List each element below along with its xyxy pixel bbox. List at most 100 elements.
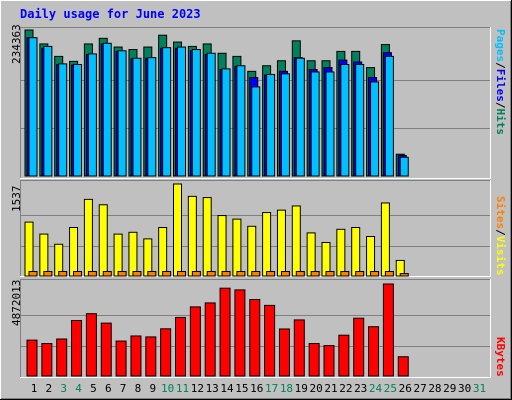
chart-title: Daily usage for June 2023 <box>20 7 201 21</box>
sites-bar-day-8 <box>132 271 142 277</box>
pages-bar-day-9 <box>147 57 157 177</box>
kbytes-bar-day-21 <box>323 345 335 377</box>
sites-bar-day-2 <box>43 271 53 277</box>
sites-bar-day-9 <box>147 271 157 277</box>
kbytes-bar-day-22 <box>338 334 350 377</box>
day-label-25: 25 <box>383 382 398 395</box>
sites-bar-day-21 <box>325 271 335 277</box>
sites-bar-day-24 <box>370 271 380 277</box>
pages-bar-day-10 <box>162 47 172 177</box>
pages-bar-day-15 <box>236 65 246 177</box>
pages-bar-day-4 <box>73 63 83 177</box>
sites-bar-day-20 <box>310 271 320 277</box>
pages-bar-day-16 <box>251 86 261 177</box>
day-label-26: 26 <box>398 382 412 395</box>
sites-bar-day-26 <box>399 273 409 277</box>
day-label-5: 5 <box>90 382 97 395</box>
pages-bar-day-8 <box>132 57 142 177</box>
day-label-3: 3 <box>60 382 67 395</box>
visits-bar-day-14 <box>217 215 227 277</box>
pages-bar-day-23 <box>355 63 365 177</box>
kbytes-bar-day-14 <box>219 287 231 377</box>
kbytes-bar-day-17 <box>264 304 276 377</box>
visits-bar-day-4 <box>69 227 79 277</box>
visits-bar-day-6 <box>98 204 108 277</box>
visits-bar-day-15 <box>232 218 242 277</box>
sites-bar-day-11 <box>177 271 186 277</box>
day-label-7: 7 <box>119 382 127 395</box>
sites-bar-day-3 <box>58 271 68 277</box>
day-label-15: 15 <box>235 382 249 395</box>
pages-bar-day-17 <box>266 73 276 177</box>
day-label-8: 8 <box>134 382 142 395</box>
visits-bar-day-23 <box>351 227 361 277</box>
day-label-18: 18 <box>279 382 294 395</box>
pages-bar-day-26 <box>399 156 409 177</box>
visits-bar-day-7 <box>113 233 123 277</box>
kbytes-bar-day-11 <box>175 316 186 377</box>
day-label-29: 29 <box>443 382 457 395</box>
sites-bar-day-19 <box>295 271 305 277</box>
sites-bar-day-23 <box>355 271 365 277</box>
sites-bar-day-22 <box>340 271 350 277</box>
visits-bar-day-8 <box>128 231 138 277</box>
pages-bar-day-25 <box>384 55 394 177</box>
kbytes-bar-day-9 <box>145 336 157 377</box>
kbytes-panel-max-label: 4872013 <box>10 279 23 326</box>
kbytes-bar-day-2 <box>41 343 53 377</box>
kbytes-bar-day-15 <box>234 289 246 377</box>
day-label-2: 2 <box>45 382 53 395</box>
day-label-9: 9 <box>149 382 157 395</box>
legend-pages: Pages <box>494 29 507 63</box>
sites-bar-day-14 <box>221 271 231 277</box>
day-label-31: 31 <box>472 382 487 395</box>
legend-hits: Hits <box>494 108 507 136</box>
sites-bar-day-13 <box>206 271 216 277</box>
pages-bar-day-21 <box>325 71 335 177</box>
visits-bar-day-1 <box>24 221 34 277</box>
day-label-4: 4 <box>75 382 82 395</box>
legend-sites: Sites <box>494 196 507 230</box>
visits-panel-legend: Sites/Visits <box>494 196 507 276</box>
sites-bar-day-4 <box>73 271 83 277</box>
pages-bar-day-24 <box>370 81 380 177</box>
hits-panel-max-label: 234363 <box>10 24 23 64</box>
kbytes-bar-day-18 <box>278 328 290 377</box>
sites-bar-day-16 <box>251 271 261 277</box>
day-label-23: 23 <box>354 382 368 395</box>
panel-kbytes-frame <box>20 279 491 378</box>
sites-bar-day-7 <box>117 271 127 277</box>
kbytes-bar-day-24 <box>368 326 380 377</box>
pages-bar-day-14 <box>221 68 231 177</box>
pages-bar-day-2 <box>43 45 53 177</box>
kbytes-panel-legend: KBytes <box>494 337 507 377</box>
day-label-1: 1 <box>30 382 38 395</box>
day-label-21: 21 <box>324 382 338 395</box>
day-label-11: 11 <box>175 382 190 395</box>
visits-bar-day-22 <box>336 228 346 277</box>
visits-bar-day-18 <box>276 209 286 277</box>
panel-hits-frame <box>20 27 491 179</box>
day-label-14: 14 <box>220 382 234 395</box>
day-label-12: 12 <box>190 382 204 395</box>
visits-bar-day-20 <box>306 232 316 277</box>
kbytes-bar-day-12 <box>189 306 201 377</box>
visits-bar-day-13 <box>202 197 212 277</box>
kbytes-bar-day-3 <box>56 338 68 377</box>
kbytes-bar-day-26 <box>397 356 409 377</box>
legend-kbytes: KBytes <box>494 337 507 377</box>
visits-bar-day-2 <box>39 233 49 277</box>
kbytes-bar-day-10 <box>160 328 172 377</box>
pages-bar-day-13 <box>206 52 216 177</box>
kbytes-bar-day-7 <box>115 340 127 377</box>
pages-bar-day-6 <box>102 42 112 177</box>
day-label-30: 30 <box>458 382 472 395</box>
pages-bar-day-22 <box>340 63 350 177</box>
day-label-27: 27 <box>413 382 427 395</box>
day-label-19: 19 <box>294 382 308 395</box>
visits-panel-max-label: 1537 <box>10 185 23 213</box>
day-label-17: 17 <box>264 382 279 395</box>
pages-bar-day-12 <box>191 49 201 177</box>
visits-bar-day-5 <box>83 198 93 277</box>
kbytes-bar-day-25 <box>382 283 394 377</box>
